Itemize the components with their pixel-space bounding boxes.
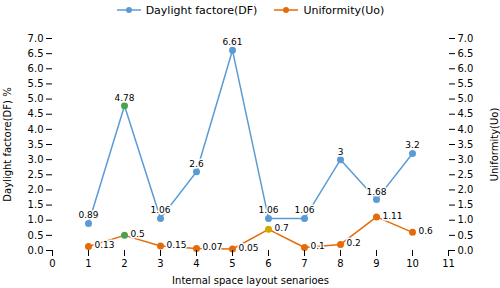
- svg-text:2.6: 2.6: [189, 159, 204, 169]
- svg-text:3.0: 3.0: [458, 154, 474, 165]
- svg-text:2.0: 2.0: [28, 184, 44, 195]
- html-text:Uniformity(Uo): Uniformity(Uo): [303, 3, 385, 17]
- svg-text:3.2: 3.2: [405, 140, 419, 150]
- svg-text:0.15: 0.15: [167, 240, 187, 250]
- svg-text:4.78: 4.78: [114, 93, 134, 103]
- svg-text:8: 8: [337, 258, 343, 269]
- svg-text:1.0: 1.0: [458, 214, 474, 225]
- svg-text:2: 2: [121, 258, 127, 269]
- svg-text:2.5: 2.5: [458, 169, 474, 180]
- svg-text:Internal space layout senarioe: Internal space layout senarioes: [172, 275, 329, 286]
- svg-text:7: 7: [301, 258, 307, 269]
- svg-text:7.0: 7.0: [28, 33, 44, 44]
- svg-text:1.06: 1.06: [150, 205, 170, 215]
- svg-text:1.0: 1.0: [28, 214, 44, 225]
- svg-text:5.5: 5.5: [458, 78, 474, 89]
- svg-text:4.5: 4.5: [28, 108, 44, 119]
- svg-text:5.0: 5.0: [28, 93, 44, 104]
- svg-text:1.06: 1.06: [294, 205, 314, 215]
- svg-text:4.5: 4.5: [458, 108, 474, 119]
- svg-text:Uniformity(Uo): Uniformity(Uo): [489, 108, 500, 182]
- svg-text:Daylight factore(DF) %: Daylight factore(DF) %: [2, 87, 13, 201]
- html-text:Daylight factore(DF): Daylight factore(DF): [145, 3, 258, 17]
- svg-text:1.06: 1.06: [258, 205, 278, 215]
- svg-text:6.61: 6.61: [222, 37, 242, 47]
- svg-text:3: 3: [157, 258, 163, 269]
- svg-text:2.5: 2.5: [28, 169, 44, 180]
- svg-text:0.07: 0.07: [203, 242, 223, 252]
- svg-text:0.5: 0.5: [28, 230, 44, 241]
- svg-text:6.5: 6.5: [28, 48, 44, 59]
- svg-text:5.0: 5.0: [458, 93, 474, 104]
- svg-text:5: 5: [229, 258, 235, 269]
- svg-text:3: 3: [338, 147, 344, 157]
- svg-text:0.5: 0.5: [458, 230, 474, 241]
- svg-text:1: 1: [85, 258, 91, 269]
- svg-text:6.0: 6.0: [28, 63, 44, 74]
- svg-text:11: 11: [442, 258, 455, 269]
- svg-text:3.5: 3.5: [28, 139, 44, 150]
- svg-text:4.0: 4.0: [28, 124, 44, 135]
- svg-text:6: 6: [265, 258, 271, 269]
- svg-text:3.5: 3.5: [458, 139, 474, 150]
- svg-text:0.13: 0.13: [95, 240, 115, 250]
- svg-text:1.5: 1.5: [28, 199, 44, 210]
- svg-text:4.0: 4.0: [458, 124, 474, 135]
- svg-text:10: 10: [406, 258, 419, 269]
- svg-text:1.11: 1.11: [383, 211, 403, 221]
- svg-text:3.0: 3.0: [28, 154, 44, 165]
- svg-text:0.2: 0.2: [347, 238, 361, 248]
- svg-text:9: 9: [373, 258, 379, 269]
- svg-text:0.89: 0.89: [78, 210, 98, 220]
- svg-text:1.68: 1.68: [366, 187, 386, 197]
- svg-text:2.0: 2.0: [458, 184, 474, 195]
- svg-text:0.1: 0.1: [311, 241, 325, 251]
- svg-text:0.5: 0.5: [131, 229, 145, 239]
- svg-text:0.6: 0.6: [419, 226, 434, 236]
- svg-text:4: 4: [193, 258, 199, 269]
- svg-text:0.0: 0.0: [458, 245, 474, 256]
- svg-text:1.5: 1.5: [458, 199, 474, 210]
- svg-text:0: 0: [49, 258, 55, 269]
- svg-text:0.05: 0.05: [239, 243, 259, 253]
- svg-text:0.7: 0.7: [275, 223, 289, 233]
- svg-text:0.0: 0.0: [28, 245, 44, 256]
- svg-text:6.5: 6.5: [458, 48, 474, 59]
- svg-text:6.0: 6.0: [458, 63, 474, 74]
- svg-text:5.5: 5.5: [28, 78, 44, 89]
- svg-text:7.0: 7.0: [458, 33, 474, 44]
